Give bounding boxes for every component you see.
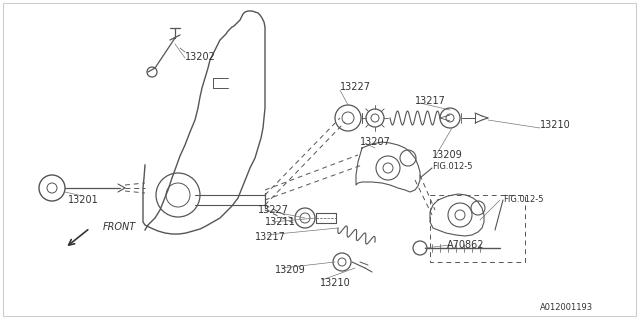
Text: A70862: A70862 [447,240,484,250]
Text: 13201: 13201 [68,195,99,205]
Text: 13210: 13210 [320,278,351,288]
Text: 13209: 13209 [432,150,463,160]
Text: FIG.012-5: FIG.012-5 [503,195,543,204]
Text: 13227: 13227 [340,82,371,92]
Text: FIG.012-5: FIG.012-5 [432,162,472,171]
Text: 13210: 13210 [540,120,571,130]
Text: A012001193: A012001193 [540,303,593,312]
Text: FRONT: FRONT [103,222,136,232]
Text: 13202: 13202 [185,52,216,62]
Text: 13217: 13217 [415,96,446,106]
Text: 13217: 13217 [255,232,286,242]
Text: 13209: 13209 [275,265,306,275]
Text: 13227: 13227 [258,205,289,215]
Text: 13207: 13207 [360,137,391,147]
Text: 13211: 13211 [265,217,296,227]
